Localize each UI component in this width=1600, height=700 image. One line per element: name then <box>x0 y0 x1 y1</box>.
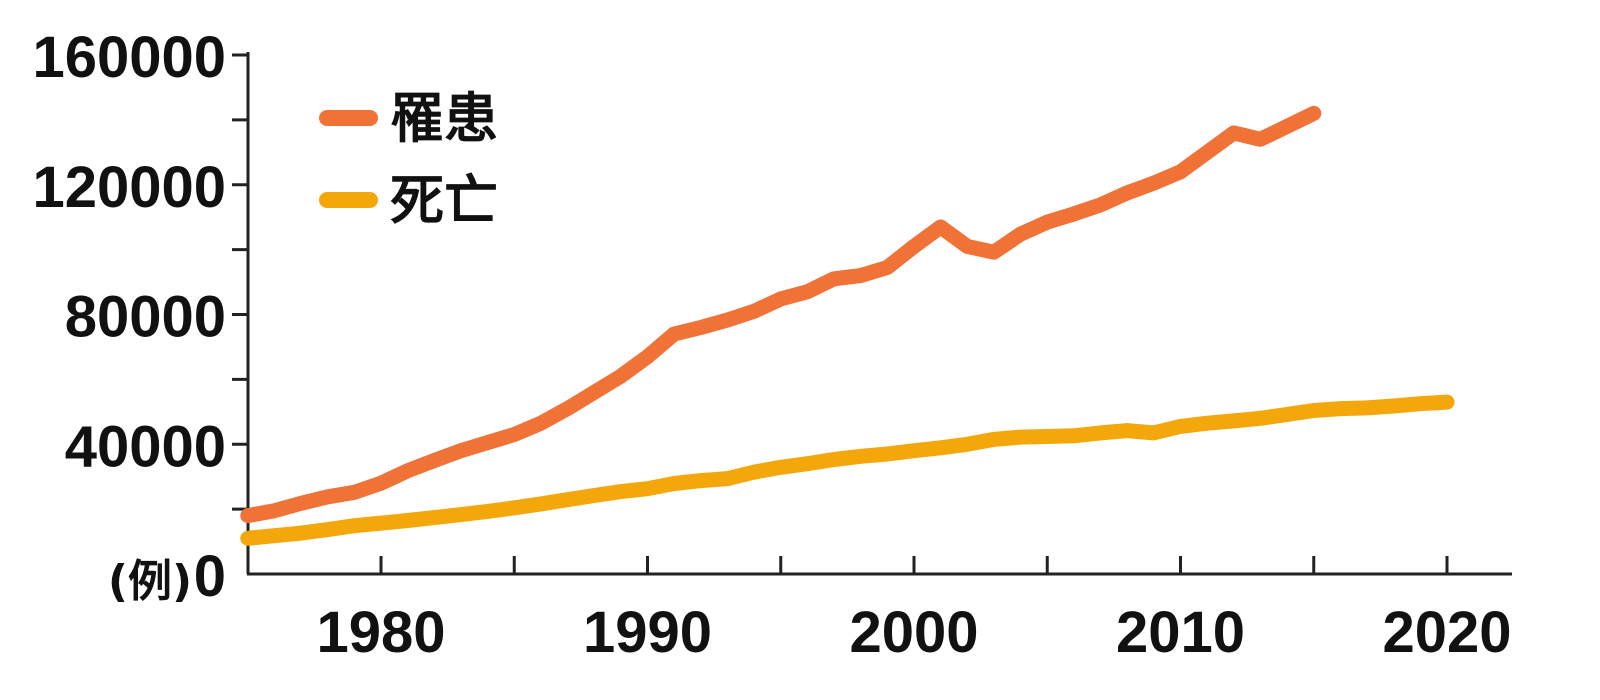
x-tick-label: 2020 <box>1382 600 1511 665</box>
legend-label: 罹患 <box>390 87 498 150</box>
y-unit-label: (例) <box>108 556 192 607</box>
x-tick-label: 2010 <box>1116 600 1245 665</box>
y-tick-label: 80000 <box>65 285 226 350</box>
y-tick-label: 120000 <box>32 155 226 220</box>
y-tick-label: 0 <box>194 544 226 609</box>
x-tick-label: 2000 <box>849 600 978 665</box>
ticks <box>232 53 1449 574</box>
series-lines <box>240 105 1455 546</box>
legend-label: 死亡 <box>390 169 498 232</box>
x-tick-label: 1990 <box>583 600 712 665</box>
tick-labels: 0 40000 80000 120000 160000 1980 1990 2000 2010 2… <box>32 25 1511 665</box>
series-line-1 <box>240 394 1455 546</box>
y-tick-label: 160000 <box>32 25 226 90</box>
x-tick-label: 1980 <box>316 600 445 665</box>
y-tick-label: 40000 <box>65 414 226 479</box>
